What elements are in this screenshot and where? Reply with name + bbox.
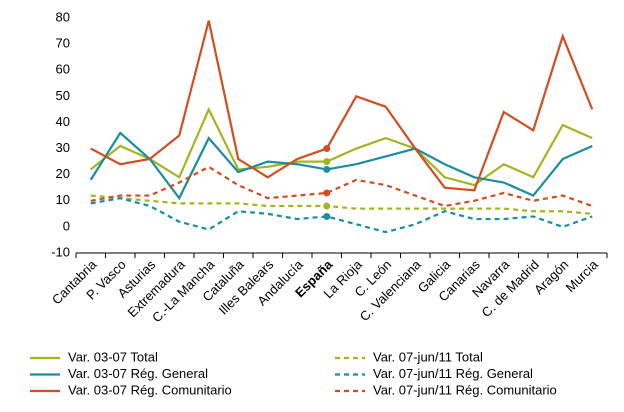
series-line — [90, 106, 593, 187]
highlight-marker — [323, 145, 331, 153]
series-line — [90, 197, 593, 234]
y-tick-label: 20 — [56, 166, 70, 181]
x-tick-label: Murcia — [563, 256, 602, 295]
highlight-marker — [323, 212, 331, 220]
series-line — [90, 20, 594, 192]
series-line — [89, 131, 593, 201]
y-tick-label: 30 — [56, 140, 70, 155]
y-tick-label: 10 — [56, 192, 70, 207]
highlight-marker — [323, 202, 331, 210]
highlight-marker — [323, 158, 331, 166]
highlight-marker — [323, 165, 331, 173]
y-tick-label: 40 — [56, 114, 70, 129]
legend-label: Var. 07-jun/11 Rég. Comunitario — [373, 382, 557, 397]
series-line — [90, 194, 593, 215]
legend-label: Var. 07-jun/11 Total — [373, 349, 483, 364]
legend-label: Var. 03-07 Rég. General — [68, 366, 208, 381]
y-tick-label: 80 — [56, 9, 70, 24]
legend-label: Var. 07-jun/11 Rég. General — [373, 366, 533, 381]
series-line — [90, 165, 593, 208]
legend-label: Var. 03-07 Rég. Comunitario — [68, 382, 232, 397]
highlight-marker — [323, 189, 331, 197]
y-tick-label: 70 — [56, 36, 70, 51]
y-tick-label: 60 — [56, 62, 70, 77]
legend-label: Var. 03-07 Total — [68, 349, 158, 364]
y-tick-label: -10 — [51, 244, 70, 259]
y-tick-label: 50 — [56, 88, 70, 103]
y-tick-label: 0 — [63, 218, 70, 233]
